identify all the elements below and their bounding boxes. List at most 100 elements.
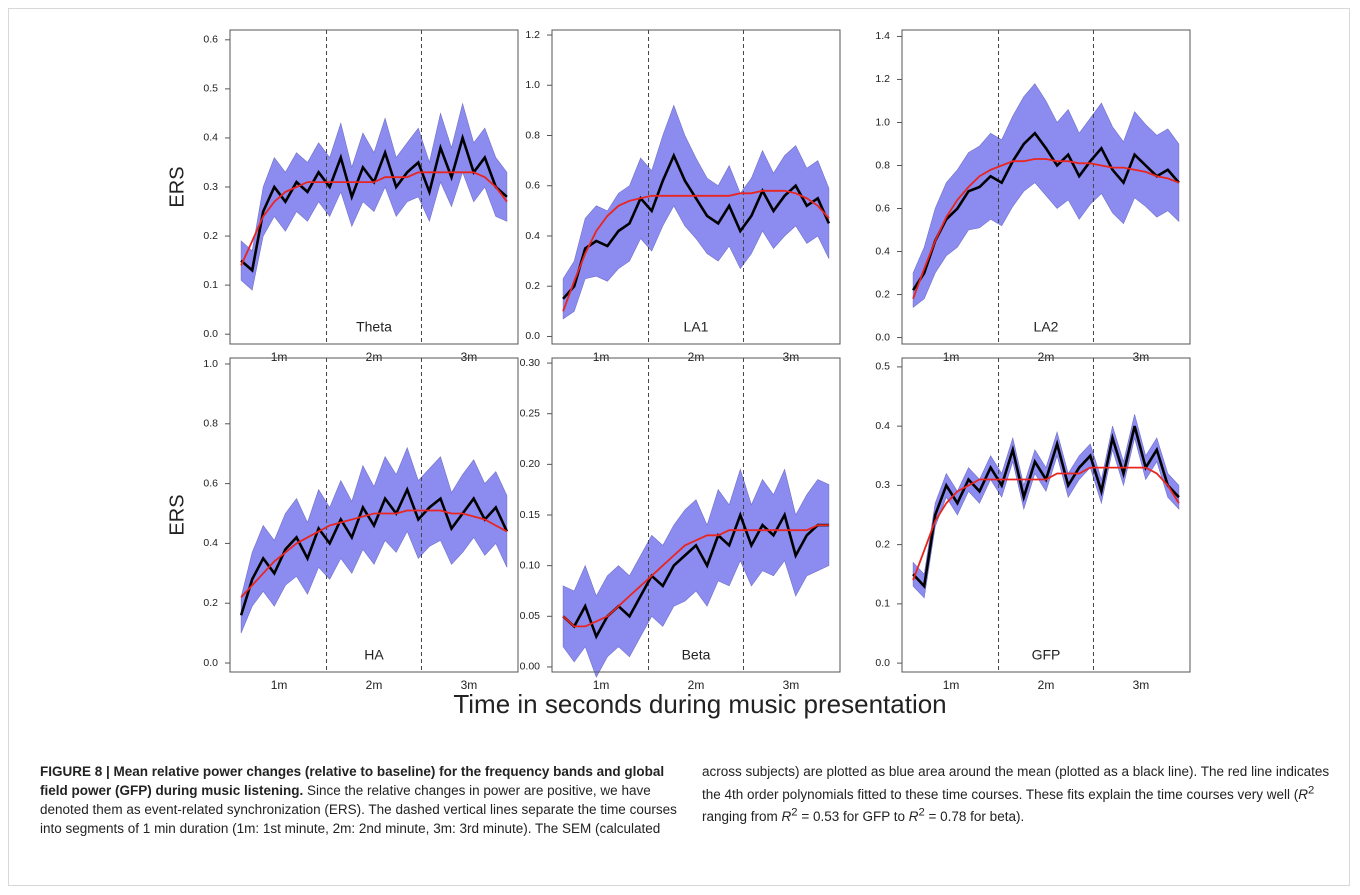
figure-frame (8, 8, 1350, 886)
y-tick-label: 0.6 (203, 477, 218, 489)
panel-label: GFP (1032, 647, 1061, 663)
y-tick-label: 0.8 (875, 159, 890, 171)
figure: Time in seconds during music presentatio… (166, 29, 1191, 719)
panel-label: LA2 (1034, 319, 1059, 335)
sem-band (240, 446, 508, 634)
sem-band (562, 104, 830, 320)
caption-text: R (908, 809, 919, 824)
y-tick-label: 0.0 (203, 328, 218, 340)
caption-text: ranging from (702, 809, 782, 824)
caption-text: = 0.53 for GFP to (797, 809, 909, 824)
y-tick-label: 0.6 (203, 34, 218, 46)
y-tick-label: 0.0 (525, 330, 540, 342)
y-tick-label: 0.2 (203, 597, 218, 609)
caption-text: R (781, 809, 792, 824)
y-tick-label: 0.3 (875, 479, 890, 491)
fit-line (562, 524, 829, 628)
y-tick-label: 0.0 (203, 657, 218, 669)
x-tick-label: 2m (1038, 350, 1055, 364)
y-tick-label: 1.0 (525, 79, 540, 91)
x-tick-label: 2m (366, 350, 383, 364)
caption-text: Since the relative changes in power are … (40, 764, 1330, 836)
fit-line (240, 171, 508, 266)
y-tick-label: 0.2 (875, 288, 890, 300)
caption-text: 2 (791, 806, 798, 819)
y-tick-label: 0.4 (525, 230, 540, 242)
x-tick-label: 3m (1133, 350, 1150, 364)
caption-title: FIGURE 8 | Mean relative power changes (… (40, 764, 665, 798)
y-tick-label: 0.2 (875, 538, 890, 550)
y-axis-label: ERS (166, 166, 188, 207)
y-tick-label: 0.8 (203, 418, 218, 430)
panel-label: Theta (356, 319, 392, 335)
x-tick-label: 1m (271, 350, 288, 364)
y-tick-label: 0.4 (203, 132, 218, 144)
y-tick-label: 0.1 (203, 279, 218, 291)
x-tick-label: 1m (943, 678, 960, 692)
x-tick-label: 1m (271, 678, 288, 692)
y-tick-label: 0.3 (203, 181, 218, 193)
x-tick-label: 1m (593, 678, 610, 692)
caption-text: 2 (1308, 784, 1315, 796)
y-tick-label: 1.2 (875, 73, 890, 85)
x-tick-label: 3m (1133, 678, 1150, 692)
y-tick-label: 0.10 (520, 559, 541, 571)
y-tick-label: 0.30 (520, 357, 541, 369)
sem-band (912, 414, 1180, 599)
plot-frame (901, 357, 1191, 673)
x-tick-label: 1m (943, 350, 960, 364)
y-tick-label: 0.0 (875, 657, 890, 669)
y-tick-label: 0.8 (525, 129, 540, 141)
y-tick-label: 0.2 (525, 280, 540, 292)
x-tick-label: 3m (783, 350, 800, 364)
plot-frame (551, 29, 841, 345)
y-tick-label: 1.4 (875, 30, 890, 42)
x-tick-label: 3m (461, 350, 478, 364)
x-tick-label: 2m (1038, 678, 1055, 692)
x-tick-label: 3m (461, 678, 478, 692)
x-axis-label: Time in seconds during music presentatio… (453, 689, 946, 719)
y-tick-label: 0.0 (875, 331, 890, 343)
y-tick-label: 1.0 (875, 116, 890, 128)
y-tick-label: 0.05 (520, 610, 541, 622)
y-tick-label: 1.0 (203, 358, 218, 370)
panel-label: Beta (682, 647, 711, 663)
fit-line (240, 509, 508, 598)
y-tick-label: 0.5 (203, 83, 218, 95)
y-tick-label: 0.6 (525, 180, 540, 192)
plot-frame (229, 357, 519, 673)
y-tick-label: 0.5 (875, 361, 890, 373)
y-tick-label: 0.6 (875, 202, 890, 214)
panel-label: LA1 (684, 319, 709, 335)
caption-body: Since the relative changes in power are … (40, 764, 1329, 836)
x-tick-label: 2m (688, 350, 705, 364)
mean-line (562, 152, 831, 300)
y-tick-label: 0.20 (520, 458, 541, 470)
y-tick-label: 0.1 (875, 598, 890, 610)
fit-line (912, 158, 1180, 300)
fit-line (562, 189, 830, 312)
x-tick-label: 3m (783, 678, 800, 692)
sem-band (562, 468, 830, 678)
x-tick-label: 2m (688, 678, 705, 692)
caption-text: = 0.78 for beta). (924, 809, 1025, 824)
y-tick-label: 0.2 (203, 230, 218, 242)
x-tick-label: 2m (366, 678, 383, 692)
caption-text: 2 (918, 806, 925, 819)
y-tick-label: 1.2 (525, 29, 540, 41)
fit-line (912, 466, 1180, 581)
caption-text: R (1298, 786, 1309, 802)
caption: FIGURE 8 | Mean relative power changes (… (40, 762, 1340, 838)
sem-band (912, 83, 1180, 309)
y-tick-label: 0.15 (520, 509, 541, 521)
y-tick-label: 0.4 (203, 537, 218, 549)
y-tick-label: 0.4 (875, 420, 890, 432)
y-tick-label: 0.00 (520, 661, 541, 673)
y-tick-label: 0.25 (520, 407, 541, 419)
mean-line (912, 131, 1180, 291)
panel-label: HA (364, 647, 384, 663)
x-tick-label: 1m (593, 350, 610, 364)
y-axis-label: ERS (166, 494, 188, 535)
y-tick-label: 0.4 (875, 245, 890, 257)
plot-frame (901, 29, 1191, 345)
